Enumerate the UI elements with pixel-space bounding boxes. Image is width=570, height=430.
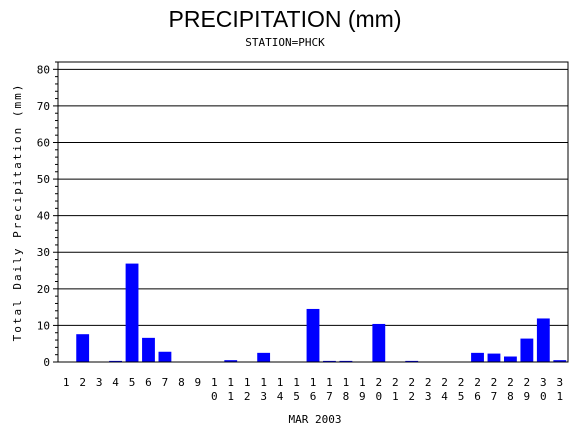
x-tick-label: 7 xyxy=(326,390,333,403)
x-tick-label: 6 xyxy=(474,390,481,403)
x-tick-label: 3 xyxy=(425,390,432,403)
x-tick-label: 2 xyxy=(507,376,514,389)
x-tick-label: 3 xyxy=(556,376,563,389)
y-tick-label: 60 xyxy=(37,136,50,149)
x-tick-label: 2 xyxy=(491,376,498,389)
x-tick-label: 2 xyxy=(392,376,399,389)
bar xyxy=(125,263,139,362)
chart-subtitle: STATION=PHCK xyxy=(245,36,325,49)
x-tick-label: 7 xyxy=(162,376,169,389)
y-tick-label: 10 xyxy=(37,319,50,332)
x-axis-label: MAR 2003 xyxy=(289,413,342,426)
bar xyxy=(257,352,271,362)
x-tick-label: 1 xyxy=(392,390,399,403)
x-tick-label: 1 xyxy=(63,376,70,389)
x-tick-label: 1 xyxy=(260,376,267,389)
x-tick-label: 2 xyxy=(441,376,448,389)
x-tick-label: 6 xyxy=(310,390,317,403)
x-tick-label: 1 xyxy=(359,376,366,389)
minor-ticks xyxy=(53,61,58,363)
y-tick-label: 50 xyxy=(37,173,50,186)
x-tick-label: 8 xyxy=(343,390,350,403)
x-tick-label: 5 xyxy=(129,376,136,389)
x-tick-label: 5 xyxy=(293,390,300,403)
bar xyxy=(520,338,534,362)
x-tick-label: 1 xyxy=(277,376,284,389)
x-tick-label: 1 xyxy=(343,376,350,389)
x-tick-label: 1 xyxy=(326,376,333,389)
x-tick-label: 2 xyxy=(408,390,415,403)
bar xyxy=(504,356,517,362)
x-tick-label: 9 xyxy=(524,390,531,403)
x-tick-label: 1 xyxy=(211,376,218,389)
y-tick-labels: 0 10 20 30 40 50 60 70 80 xyxy=(37,63,50,369)
x-tick-label: 1 xyxy=(556,390,563,403)
x-tick-label: 1 xyxy=(227,376,234,389)
x-tick-label: 1 xyxy=(293,376,300,389)
x-tick-label: 4 xyxy=(277,390,284,403)
x-tick-label: 7 xyxy=(491,390,498,403)
bar xyxy=(536,318,550,362)
bar xyxy=(76,334,90,362)
y-axis-label: Total Daily Precipitation (mm) xyxy=(11,83,24,342)
y-tick-label: 70 xyxy=(37,100,50,113)
bar xyxy=(224,360,238,362)
y-tick-label: 80 xyxy=(37,63,50,76)
x-tick-label: 3 xyxy=(260,390,267,403)
bar xyxy=(487,353,501,362)
x-tick-label: 8 xyxy=(178,376,185,389)
x-tick-label: 2 xyxy=(524,376,531,389)
x-tick-label: 6 xyxy=(145,376,152,389)
x-tick-label: 4 xyxy=(112,376,119,389)
bar xyxy=(553,360,567,362)
x-tick-label: 2 xyxy=(474,376,481,389)
x-tick-label: 1 xyxy=(227,390,234,403)
bar xyxy=(372,323,386,362)
x-tick-label: 2 xyxy=(79,376,86,389)
x-tick-label: 1 xyxy=(310,376,317,389)
y-tick-label: 0 xyxy=(43,356,50,369)
x-tick-label: 2 xyxy=(375,376,382,389)
bars xyxy=(76,263,567,362)
x-tick-label: 2 xyxy=(425,376,432,389)
x-tick-label: 3 xyxy=(540,376,547,389)
chart-title: PRECIPITATION (mm) xyxy=(168,6,402,32)
x-tick-label: 8 xyxy=(507,390,514,403)
x-tick-label: 4 xyxy=(441,390,448,403)
bar xyxy=(158,351,172,362)
x-tick-label: 5 xyxy=(458,390,465,403)
x-tick-label: 9 xyxy=(195,376,202,389)
bar xyxy=(471,352,484,362)
x-tick-label: 3 xyxy=(96,376,103,389)
x-tick-label: 9 xyxy=(359,390,366,403)
x-tick-label: 1 xyxy=(244,376,251,389)
bar xyxy=(306,308,320,362)
x-tick-labels: 1 2 3 4 5 6 7 8 9 1011121314151617181920212223242… xyxy=(63,376,563,403)
x-tick-label: 2 xyxy=(244,390,251,403)
bar xyxy=(142,337,155,362)
plot-frame xyxy=(57,61,569,363)
bar xyxy=(109,360,122,362)
x-tick-label: 0 xyxy=(375,390,382,403)
y-tick-label: 30 xyxy=(37,246,50,259)
bar xyxy=(405,360,419,362)
x-tick-label: 2 xyxy=(458,376,465,389)
y-tick-label: 40 xyxy=(37,210,50,223)
x-tick-label: 0 xyxy=(211,390,218,403)
y-tick-label: 20 xyxy=(37,283,50,296)
bar xyxy=(339,360,353,362)
x-tick-label: 2 xyxy=(408,376,415,389)
bar xyxy=(323,360,336,362)
x-tick-label: 0 xyxy=(540,390,547,403)
